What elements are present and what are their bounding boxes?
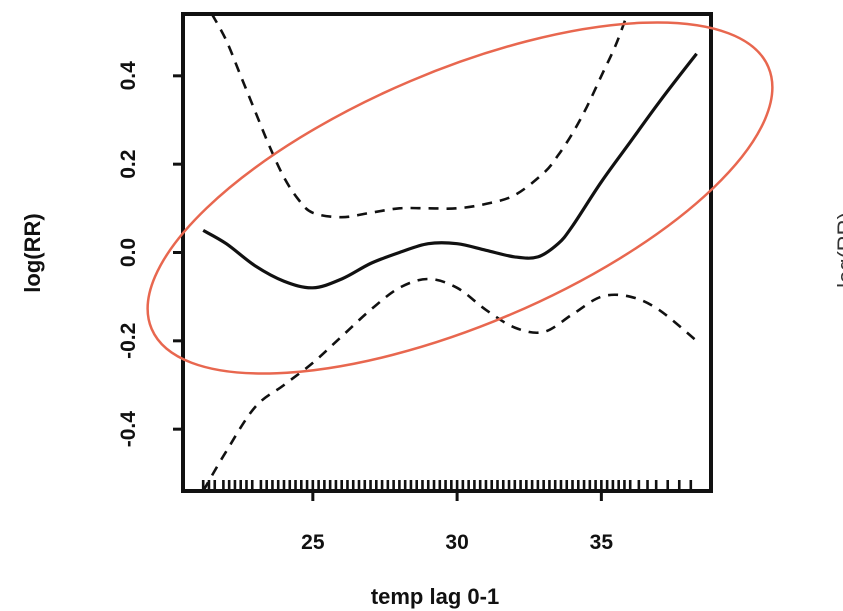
neighbor-panel-y-axis-title: log(RR) — [833, 212, 843, 288]
x-tick-label: 30 — [445, 531, 468, 554]
x-tick-label: 25 — [301, 531, 325, 554]
y-tick-label: -0.2 — [117, 323, 140, 359]
lower-line — [202, 277, 698, 492]
y-axis: -0.4 -0.2 0.0 0.2 0.4 — [117, 61, 183, 447]
y-tick-label: 0.0 — [117, 238, 140, 267]
rug-layer — [201, 480, 693, 491]
plot-frame — [181, 12, 713, 493]
y-axis-title: log(RR) — [20, 213, 45, 292]
x-axis-title: temp lag 0-1 — [371, 584, 499, 609]
y-tick-label: -0.4 — [117, 411, 140, 448]
upper-line — [210, 13, 629, 219]
y-tick-label: 0.2 — [117, 150, 140, 179]
highlight-ellipse — [146, 21, 774, 375]
series-layer — [202, 13, 698, 492]
x-tick-label: 35 — [590, 531, 614, 554]
estimate-line — [202, 52, 698, 290]
y-tick-label: 0.4 — [117, 61, 140, 91]
x-axis: 25 30 35 — [301, 491, 613, 554]
